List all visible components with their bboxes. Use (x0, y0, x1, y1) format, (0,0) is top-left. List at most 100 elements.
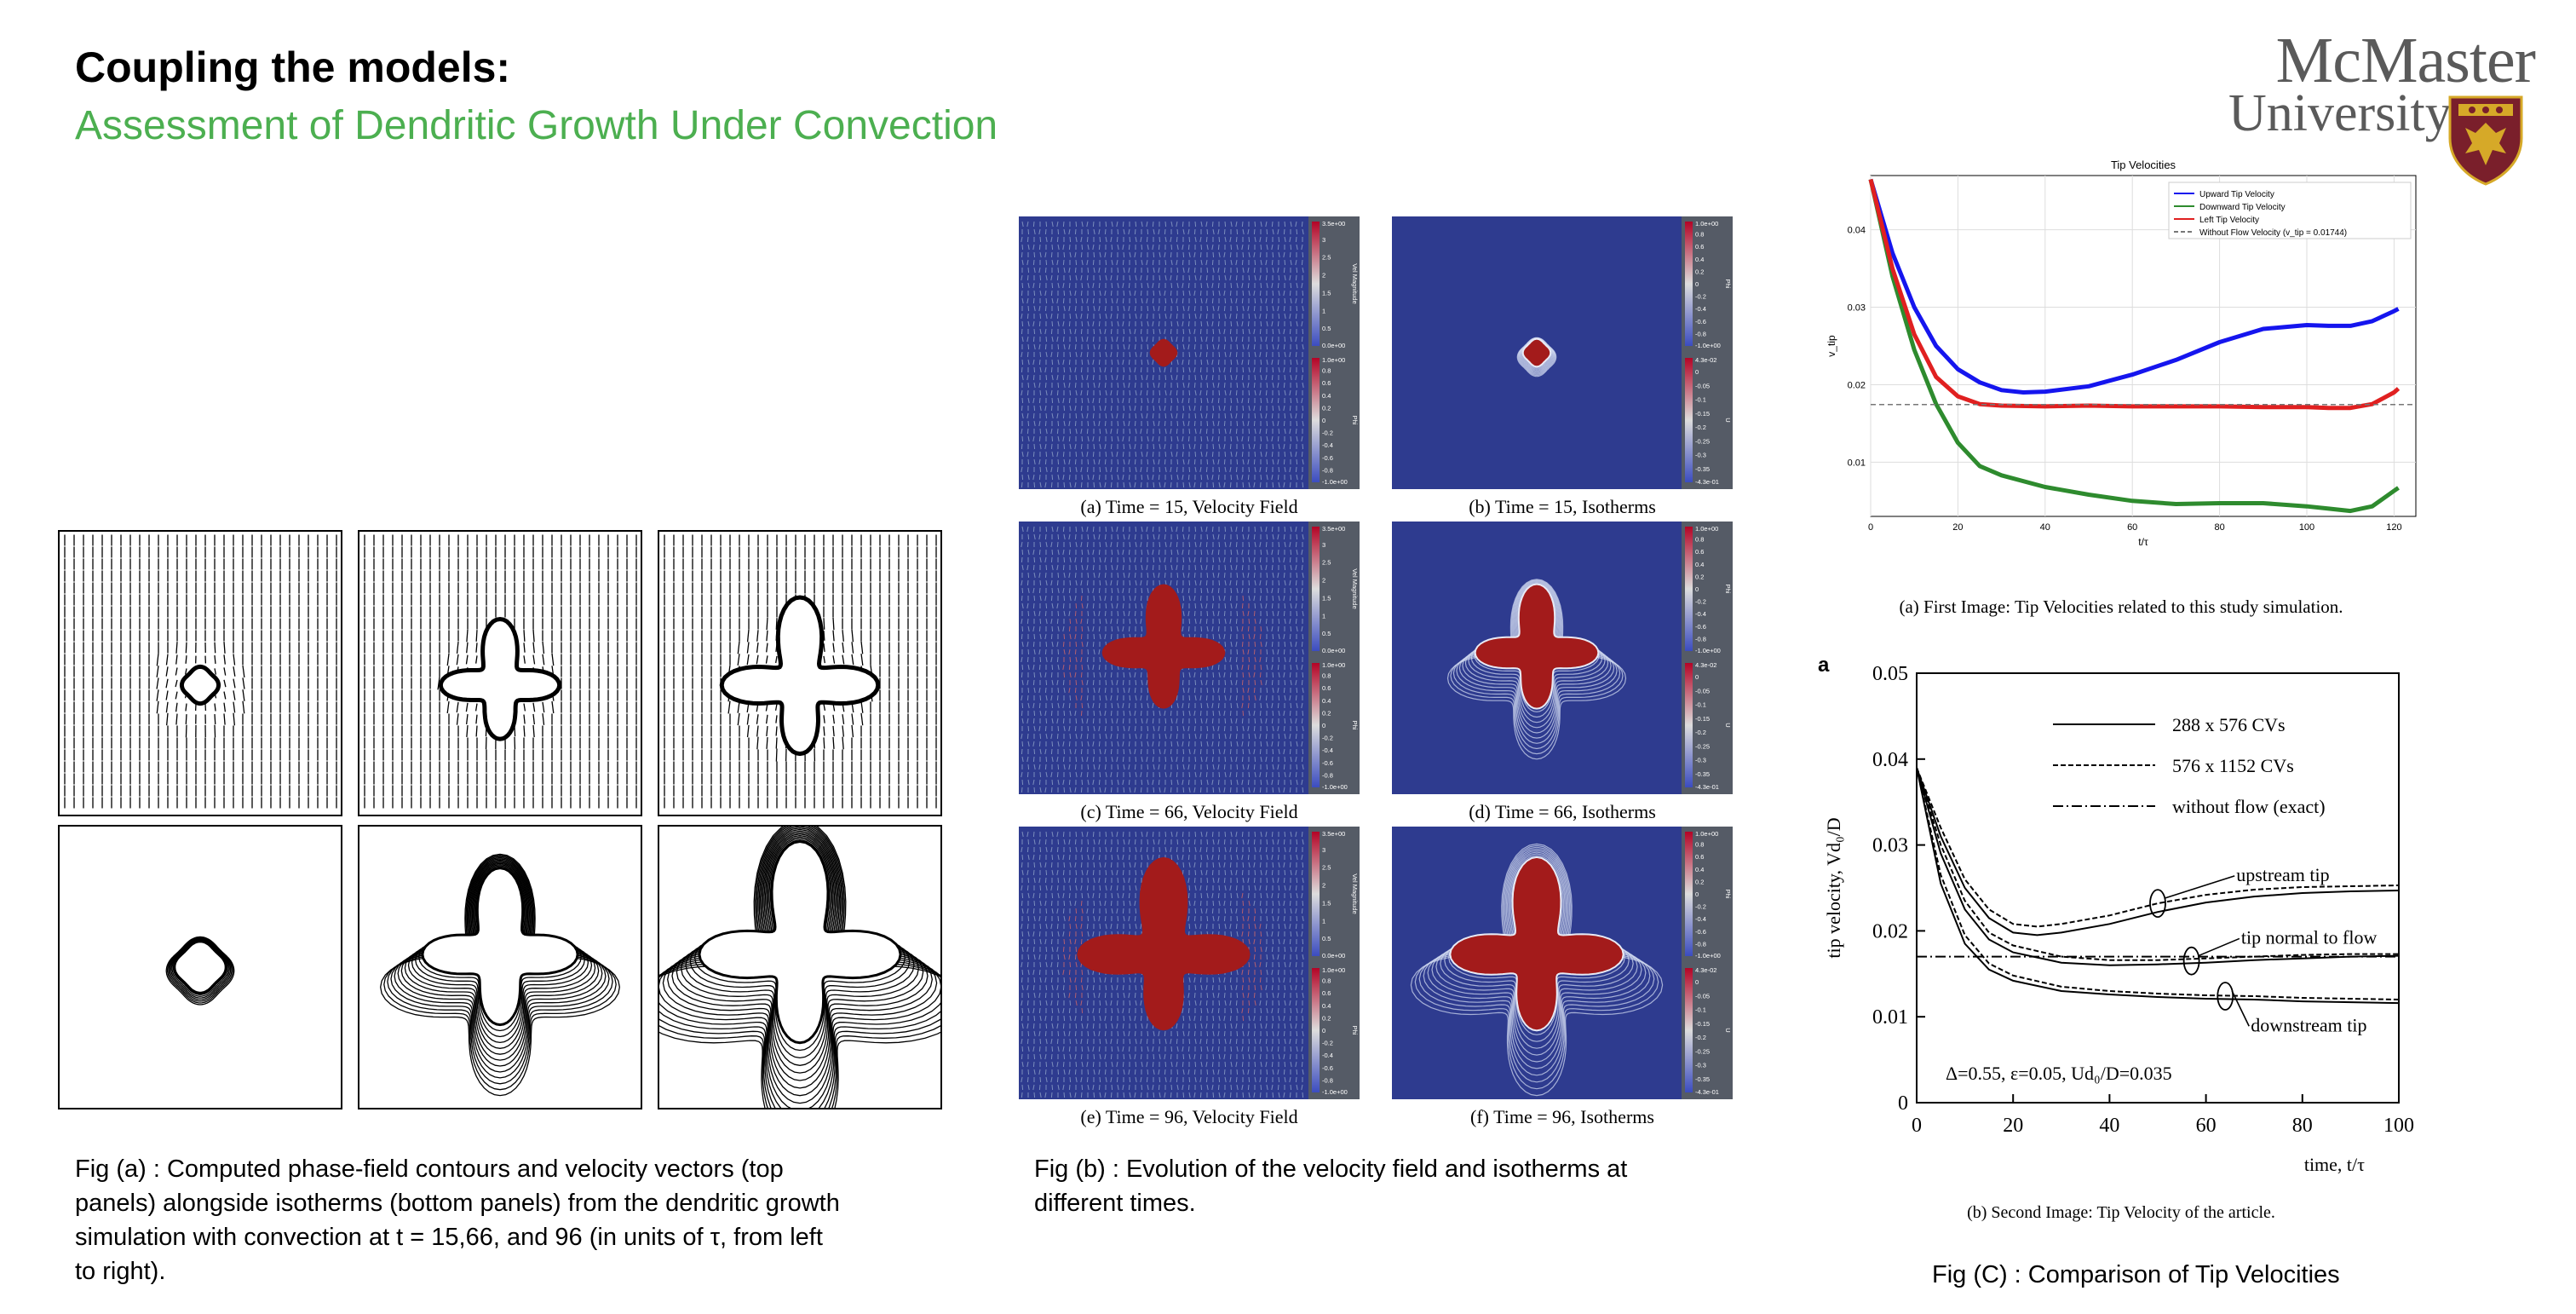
colorbar-tick-label: 0.6 (1695, 548, 1704, 556)
isotherms-panel: 1.0e+00 0.8 0.6 0.4 0.2 0 -0.2 -0.4 -0.6 -0.8 -1.0… (1392, 522, 1733, 794)
colorbar-tick-label: 2 (1322, 272, 1325, 280)
colorbar-tick-label: 2 (1322, 882, 1325, 890)
x-tick-label: 40 (2040, 522, 2050, 533)
series-line (1916, 767, 2400, 928)
colorbar-tick-label: -0.8 (1322, 1076, 1333, 1084)
fig-a-caption: Fig (a) : Computed phase-field contours … (75, 1156, 840, 1285)
sim-panel-caption: (c) Time = 66, Velocity Field (1080, 801, 1298, 822)
colorbar-tick-label: -0.3 (1695, 452, 1706, 459)
crystal (1449, 856, 1624, 1032)
isotherm-line (165, 936, 235, 1006)
colorbar-tick-label: 2.5 (1322, 254, 1331, 262)
colorbar-tick-label: 2.5 (1322, 864, 1331, 872)
colorbar-top-label: 1.0e+00 (1695, 525, 1718, 533)
colorbar-tick-label: 0.5 (1322, 325, 1331, 332)
sim-panel-caption: (b) Time = 15, Isotherms (1469, 496, 1656, 517)
slide-subtitle: Assessment of Dendritic Growth Under Con… (75, 103, 998, 148)
isotherm-line (404, 862, 596, 1055)
isotherm-line (394, 858, 607, 1073)
colorbar-tick-label: -0.2 (1695, 598, 1706, 606)
colorbar-tick-label: -0.2 (1695, 729, 1706, 736)
colorbar-axis-label: Phi (1724, 890, 1732, 899)
simulation-render: 1.0e+00 0.8 0.6 0.4 0.2 0 -0.2 -0.4 -0.6 -0.8 -1.0… (1392, 216, 1732, 489)
crystal (1521, 337, 1552, 368)
y-axis-label: v_tip (1826, 335, 1837, 357)
isotherm-line (685, 836, 915, 1066)
x-tick-label: 0 (1912, 1115, 1922, 1137)
isotherm-line (659, 827, 940, 1108)
x-tick-label: 100 (2383, 1115, 2414, 1137)
isotherm-line (411, 863, 589, 1044)
colorbar-tick-label: -0.2 (1322, 1040, 1333, 1047)
colorbar (1685, 968, 1693, 1092)
isotherm-line (383, 855, 617, 1091)
isotherm-contours-t15 (165, 936, 235, 1006)
x-tick-label: 60 (2127, 522, 2137, 533)
colorbar-bottom-label: -1.0e+00 (1322, 478, 1348, 486)
colorbar-tick-label: -0.2 (1695, 293, 1706, 301)
colorbar-bottom-label: -1.0e+00 (1322, 1088, 1348, 1096)
series-line (1916, 767, 2400, 1005)
colorbar-axis-label: U (1724, 418, 1732, 422)
colorbar-tick-label: -0.8 (1695, 635, 1706, 643)
colorbar-tick-label: 0.4 (1695, 561, 1704, 568)
velocity-field-panel: 3.5e+00 3 2.5 2 1.5 1 0.5 0.0e+00 Vel Magnitude 1… (1019, 216, 1360, 489)
colorbar-bottom-label: 0.0e+00 (1322, 952, 1345, 960)
colorbar-tick-label: 0 (1695, 280, 1699, 288)
y-tick-label: 0.05 (1872, 663, 1908, 685)
y-tick-label: 0.01 (1872, 1006, 1908, 1029)
colorbar-tick-label: 0.4 (1322, 697, 1331, 705)
y-tick-label: 0.03 (1872, 835, 1908, 857)
fig-a-isotherms-t66 (358, 825, 642, 1109)
isotherm-line (659, 827, 940, 1108)
colorbar-tick-label: -0.1 (1695, 396, 1706, 404)
y-tick-label: 0.03 (1848, 303, 1866, 314)
colorbar-tick-label: -0.8 (1322, 771, 1333, 779)
isotherm-line (671, 832, 929, 1089)
colorbar-tick-label: 0 (1695, 978, 1699, 986)
colorbar-axis-label: Phi (1724, 585, 1732, 594)
colorbar-top-label: 4.3e-02 (1695, 356, 1716, 364)
colorbar-tick-label: 0.4 (1322, 392, 1331, 400)
colorbar-tick-label: -0.8 (1695, 330, 1706, 337)
colorbar (1685, 358, 1693, 482)
chart-title: Tip Velocities (2111, 158, 2176, 171)
crystal-contour (438, 616, 562, 741)
colorbar-axis-label: Vel Magnitude (1351, 263, 1359, 304)
legend-label: without flow (exact) (2172, 796, 2326, 817)
isotherm-line (400, 860, 600, 1061)
colorbar-tick-label: 2 (1322, 577, 1325, 585)
colorbar-tick-label: 0 (1695, 673, 1699, 681)
colorbar-tick-label: -0.35 (1695, 770, 1710, 778)
colorbar-tick-label: 0.6 (1322, 379, 1331, 387)
fig-b-caption: Fig (b) : Evolution of the velocity fiel… (1034, 1156, 1628, 1217)
x-axis-label: t/τ (2138, 536, 2148, 548)
colorbar-tick-label: -0.4 (1695, 915, 1706, 923)
colorbar-bottom-label: 0.0e+00 (1322, 647, 1345, 654)
colorbar-top-label: 1.0e+00 (1322, 356, 1345, 364)
colorbar-tick-label: 0.8 (1695, 536, 1704, 544)
fig-c-caption: Fig (C) : Comparison of Tip Velocities (1932, 1261, 2340, 1288)
legend-label: Upward Tip Velocity (2199, 190, 2274, 199)
velocity-vectors-t96 (664, 534, 937, 809)
isotherm-line (168, 937, 233, 1002)
isotherm-line (659, 827, 940, 1108)
colorbar-top-label: 3.5e+00 (1322, 830, 1345, 838)
colorbar-tick-label: -0.15 (1695, 410, 1710, 418)
colorbar-tick-label: -0.2 (1695, 424, 1706, 431)
colorbar-tick-label: 0.8 (1322, 672, 1331, 680)
colorbar-tick-label: 0.5 (1322, 935, 1331, 942)
curve-leader (2231, 990, 2250, 1027)
x-tick-label: 20 (1952, 522, 1963, 533)
colorbar-bottom-label: -4.3e-01 (1695, 783, 1719, 791)
crystal (1077, 856, 1251, 1031)
colorbar-top-label: 3.5e+00 (1322, 525, 1345, 533)
colorbar-tick-label: 2.5 (1322, 559, 1331, 567)
colorbar-top-label: 1.0e+00 (1695, 220, 1718, 228)
series-line (1916, 767, 2400, 937)
legend-label: Downward Tip Velocity (2199, 203, 2286, 212)
colorbar-tick-label: -0.15 (1695, 715, 1710, 723)
isotherm-line (407, 862, 593, 1049)
colorbar-tick-label: -0.3 (1695, 757, 1706, 764)
legend-label: Left Tip Velocity (2199, 216, 2259, 225)
